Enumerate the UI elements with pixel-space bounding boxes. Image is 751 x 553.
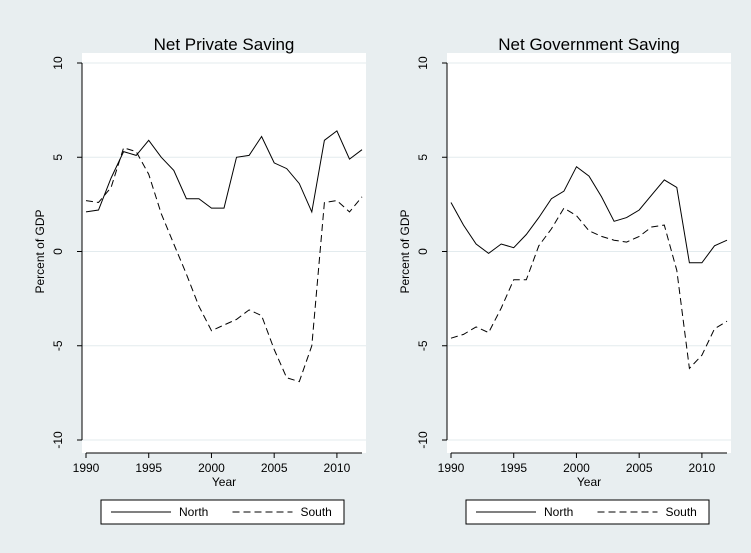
y-tick-label: -10 — [51, 431, 65, 449]
y-tick-label: 10 — [51, 56, 65, 70]
x-tick-label: 2010 — [324, 461, 351, 475]
y-axis-title: Percent of GDP — [398, 209, 412, 293]
x-tick-label: 2005 — [626, 461, 653, 475]
chart-title: Net Private Saving — [154, 35, 295, 54]
y-tick-label: -5 — [416, 340, 430, 351]
y-tick-label: 10 — [416, 56, 430, 70]
x-tick-label: 1995 — [500, 461, 527, 475]
x-tick-label: 2000 — [198, 461, 225, 475]
x-tick-label: 2010 — [689, 461, 716, 475]
series-line-north — [450, 165, 728, 264]
legend-label: South — [666, 505, 697, 519]
x-tick-label: 1995 — [135, 461, 162, 475]
plot-area — [82, 53, 366, 453]
legend-label: North — [544, 505, 573, 519]
y-tick-label: 0 — [51, 248, 65, 255]
chart-title: Net Government Saving — [498, 35, 679, 54]
y-axis-title: Percent of GDP — [33, 209, 47, 293]
legend-label: North — [179, 505, 208, 519]
y-tick-label: 0 — [416, 248, 430, 255]
y-tick-label: 5 — [51, 154, 65, 161]
y-tick-label: -10 — [416, 431, 430, 449]
x-tick-label: 2000 — [563, 461, 590, 475]
x-axis-title: Year — [212, 475, 236, 489]
plot-area — [447, 53, 731, 453]
x-axis-title: Year — [577, 475, 601, 489]
legend-label: South — [301, 505, 332, 519]
series-line-north — [85, 130, 363, 214]
x-tick-label: 2005 — [261, 461, 288, 475]
series-line-south — [450, 207, 728, 370]
y-tick-label: -5 — [51, 340, 65, 351]
y-tick-label: 5 — [416, 154, 430, 161]
x-tick-label: 1990 — [73, 461, 100, 475]
series-line-south — [85, 147, 363, 383]
x-tick-label: 1990 — [438, 461, 465, 475]
